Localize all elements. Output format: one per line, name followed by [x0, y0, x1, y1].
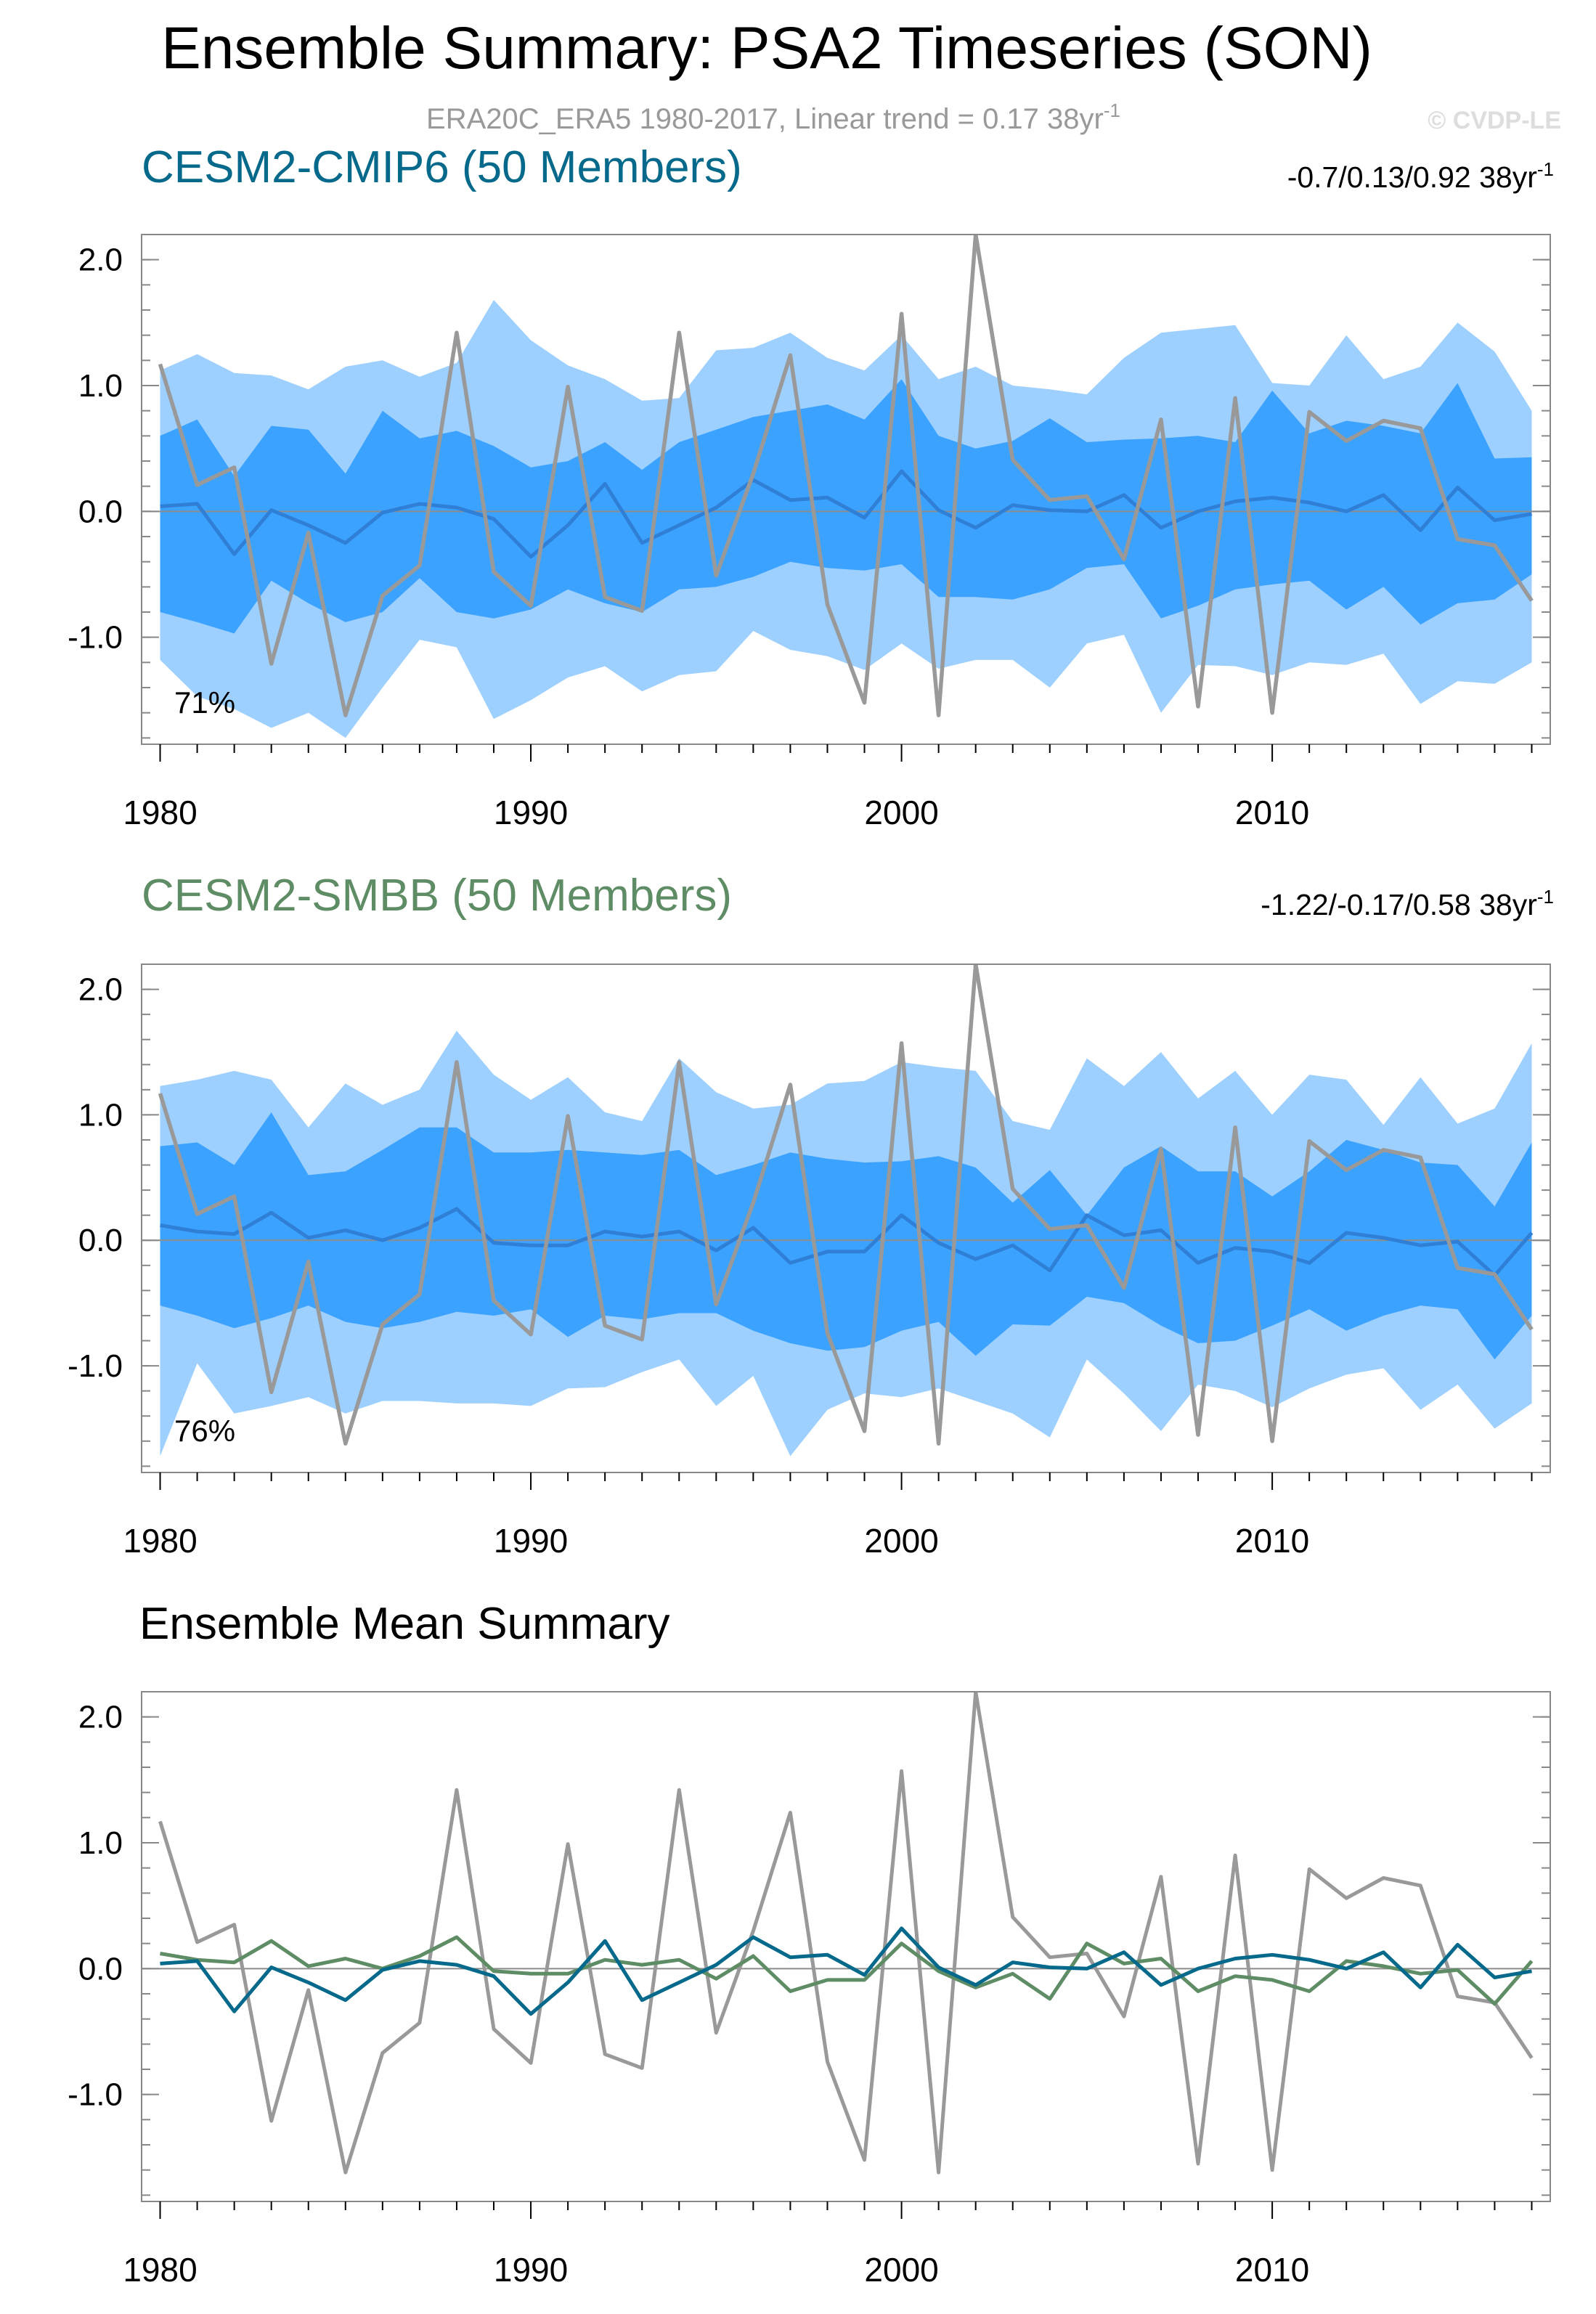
x-tick-label: 2000: [864, 794, 938, 831]
y-tick-label: 1.0: [78, 1825, 123, 1861]
y-tick-label: -1.0: [68, 620, 123, 656]
x-tick-label: 2010: [1235, 1522, 1309, 1560]
observed-line: [158, 235, 1534, 717]
series-line-cesm2-smbb: [160, 1935, 1534, 2006]
panel-1-trend-sup: -1: [1537, 158, 1554, 180]
copyright-text: © CVDP-LE: [1428, 107, 1561, 134]
subtitle-main: ERA20C_ERA5 1980-2017, Linear trend = 0.…: [426, 103, 1104, 135]
series-line-cesm2-cmip6: [160, 1926, 1532, 2016]
y-tick-label: 0.0: [78, 1951, 123, 1987]
series-line-era20c-era5: [158, 1692, 1534, 2175]
x-tick-label: 2010: [1235, 2251, 1309, 2289]
inner-range-band: [160, 1112, 1532, 1360]
y-tick-label: 2.0: [78, 1700, 123, 1735]
panel-2-plot: -1.0 0.0 1.0 2.0 1980 1990 2000 2010 76%: [68, 964, 1551, 1560]
y-tick-label: 2.0: [78, 972, 123, 1008]
x-tick-label: 1990: [494, 2251, 568, 2289]
y-tick-label: 0.0: [78, 1223, 123, 1258]
figure-title: Ensemble Summary: PSA2 Timeseries (SON): [161, 15, 1372, 81]
panel-2-title: CESM2-SMBB (50 Members): [142, 871, 732, 921]
x-tick-label: 2010: [1235, 794, 1309, 831]
x-tick-label: 2000: [864, 2251, 938, 2289]
y-tick-label: 0.0: [78, 494, 123, 529]
panel-2-trend: -1.22/-0.17/0.58 38yr-1: [1261, 886, 1554, 921]
y-tick-label: 2.0: [78, 243, 123, 278]
x-tick-label: 1990: [494, 794, 568, 831]
y-tick-label: -1.0: [68, 1348, 123, 1384]
plot-frame: [141, 234, 1551, 745]
y-tick-label: 1.0: [78, 368, 123, 404]
observed-line: [158, 964, 1534, 1446]
x-tick-label: 1980: [123, 794, 197, 831]
panel-1-plot: -1.0 0.0 1.0 2.0 1980 1990 2000 2010 71%: [68, 234, 1551, 831]
panel-2-trend-sup: -1: [1537, 886, 1554, 908]
ensemble-mean-line: [160, 469, 1532, 559]
plot-frame: [141, 964, 1551, 1473]
panel-1-trend-main: -0.7/0.13/0.92 38yr: [1287, 160, 1537, 194]
panel-1-title: CESM2-CMIP6 (50 Members): [142, 142, 742, 192]
subtitle-superscript: -1: [1104, 99, 1120, 121]
y-tick-label: 1.0: [78, 1097, 123, 1133]
percent-annotation: 71%: [174, 685, 235, 720]
ensemble-mean-line: [160, 1207, 1534, 1278]
x-tick-label: 2000: [864, 1522, 938, 1560]
panel-3-title: Ensemble Mean Summary: [139, 1599, 670, 1649]
y-tick-label: -1.0: [68, 2077, 123, 2113]
panel-3-plot: -1.0 0.0 1.0 2.0 1980 1990 2000 2010: [68, 1691, 1551, 2289]
figure-subtitle: ERA20C_ERA5 1980-2017, Linear trend = 0.…: [426, 99, 1120, 135]
percent-annotation: 76%: [174, 1414, 235, 1448]
panel-2-trend-main: -1.22/-0.17/0.58 38yr: [1261, 888, 1537, 921]
x-tick-label: 1980: [123, 1522, 197, 1560]
plot-frame: [141, 1691, 1551, 2202]
x-tick-label: 1990: [494, 1522, 568, 1560]
panel-1-trend: -0.7/0.13/0.92 38yr-1: [1287, 158, 1554, 194]
x-tick-label: 1980: [123, 2251, 197, 2289]
